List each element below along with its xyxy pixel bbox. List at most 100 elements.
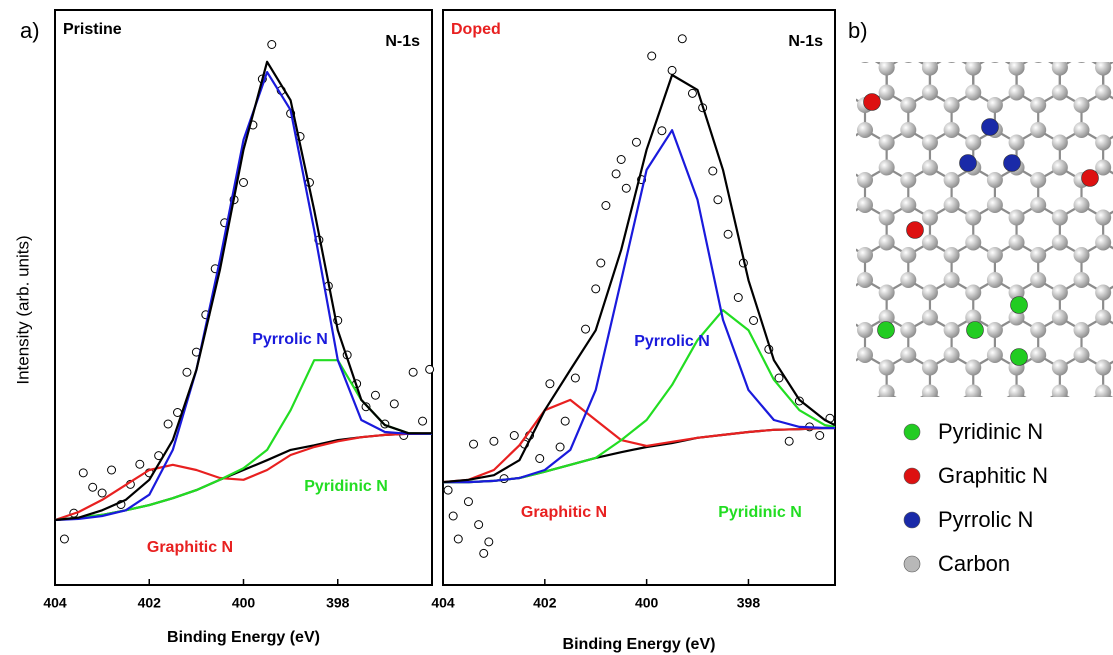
carbon-atom — [1052, 460, 1068, 476]
carbon-atom — [921, 209, 938, 226]
carbon-atom — [965, 62, 982, 76]
data-point — [182, 367, 192, 377]
data-point — [733, 293, 743, 302]
legend-label: Graphitic N — [938, 463, 1048, 488]
data-point — [713, 195, 723, 205]
carbon-atom — [943, 97, 960, 113]
x-tick-label: 402 — [138, 595, 162, 611]
bond — [843, 430, 865, 443]
carbon-atom — [814, 472, 830, 488]
carbon-atom — [814, 347, 830, 363]
carbon-atom — [814, 97, 830, 113]
carbon-atom — [814, 397, 830, 413]
legend-label: Pyrrolic N — [938, 507, 1033, 532]
component-label: Pyridinic N — [718, 504, 802, 521]
carbon-atom — [1051, 284, 1068, 301]
data-point — [535, 454, 545, 463]
bond — [1103, 18, 1113, 31]
carbon-atom — [835, 135, 851, 151]
carbon-atom — [986, 272, 1003, 288]
carbon-atom — [965, 209, 982, 226]
bond — [822, 280, 844, 293]
bond — [843, 55, 865, 68]
bond — [1060, 468, 1082, 481]
carbon-atom — [857, 397, 873, 413]
carbon-atom — [1009, 10, 1025, 26]
carbon-atom — [814, 197, 830, 213]
carbon-atom — [1052, 435, 1068, 451]
carbon-atom — [921, 159, 938, 176]
carbon-atom — [879, 460, 895, 476]
carbon-atom — [835, 60, 851, 76]
dopant-atom — [1010, 296, 1028, 314]
dopant-atom — [1003, 154, 1021, 172]
data-point — [647, 51, 657, 61]
data-point — [591, 284, 601, 294]
data-point — [570, 373, 580, 383]
carbon-atom — [835, 210, 851, 226]
bond — [1060, 18, 1082, 31]
carbon-atom — [857, 347, 873, 363]
carbon-atom — [1051, 359, 1068, 376]
legend-swatch — [903, 511, 921, 529]
carbon-atom — [1051, 309, 1068, 326]
data-point — [596, 258, 606, 268]
carbon-atom — [1051, 159, 1068, 176]
fit-curve — [442, 73, 836, 484]
carbon-atom — [1095, 234, 1112, 251]
carbon-atom — [921, 62, 938, 76]
carbon-atom — [1095, 134, 1112, 151]
carbon-atom — [904, 62, 913, 63]
bond — [800, 355, 822, 368]
data-point — [88, 482, 98, 492]
data-point — [59, 534, 69, 544]
data-point — [474, 520, 484, 530]
carbon-atom — [1095, 159, 1112, 176]
data-point — [361, 402, 371, 412]
carbon-atom — [1051, 234, 1068, 251]
carbon-atom — [1073, 347, 1090, 363]
fit-curve — [54, 60, 432, 522]
carbon-atom — [921, 384, 938, 397]
bond — [800, 168, 822, 181]
carbon-atom — [835, 160, 851, 176]
carbon-atom — [986, 197, 1003, 213]
component-label: Pyrrolic N — [252, 331, 328, 348]
panel-label: a) — [20, 18, 40, 43]
carbon-atom — [792, 360, 808, 376]
bond — [800, 205, 822, 218]
carbon-atom — [986, 247, 1003, 263]
data-point — [677, 34, 687, 44]
data-point — [723, 229, 733, 239]
carbon-atom — [900, 272, 917, 288]
carbon-atom — [900, 197, 917, 213]
carbon-atom — [1052, 10, 1068, 26]
carbon-atom — [1095, 460, 1111, 476]
bond — [865, 468, 887, 481]
carbon-atom — [1034, 62, 1043, 63]
dopant-atom — [906, 221, 924, 239]
plot-frame — [442, 9, 836, 586]
dopant-atom — [863, 93, 881, 111]
bond — [843, 393, 865, 406]
carbon-atom — [965, 359, 982, 376]
data-point — [631, 137, 641, 147]
bond — [800, 93, 822, 106]
panel-label: b) — [848, 18, 868, 43]
data-point — [784, 436, 794, 446]
carbon-atom — [857, 172, 873, 188]
carbon-atom — [792, 210, 808, 226]
panel-subtitle: N-1s — [385, 33, 420, 50]
carbon-atom — [1074, 472, 1090, 488]
data-point — [107, 465, 117, 475]
carbon-atom — [900, 97, 917, 113]
carbon-atom — [1095, 10, 1111, 26]
carbon-atom — [857, 197, 873, 213]
carbon-atom — [792, 85, 808, 101]
bond — [1103, 468, 1113, 481]
carbon-atom — [1073, 247, 1090, 263]
carbon-atom — [878, 359, 895, 376]
carbon-atom — [922, 435, 938, 451]
bond — [995, 18, 1017, 31]
